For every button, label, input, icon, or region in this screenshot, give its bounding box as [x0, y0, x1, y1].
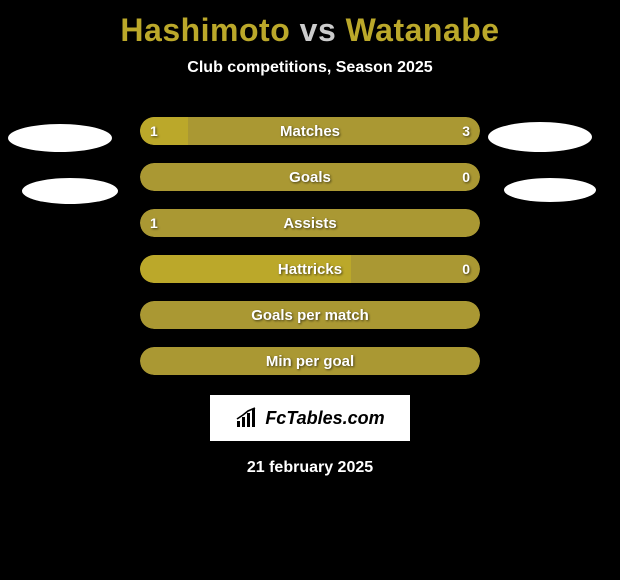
decorative-ellipse: [22, 178, 118, 204]
stat-bars: Matches13Goals0Assists1Hattricks0Goals p…: [140, 117, 480, 375]
bar-label: Assists: [140, 209, 480, 237]
bar-left-value: 1: [140, 117, 168, 145]
bar-right-value: 0: [452, 163, 480, 191]
watermark: FcTables.com: [210, 395, 410, 441]
bar-right-value: 0: [452, 255, 480, 283]
decorative-ellipse: [488, 122, 592, 152]
subtitle: Club competitions, Season 2025: [0, 59, 620, 77]
chart-icon: [235, 407, 259, 429]
stat-row: Goals per match: [140, 301, 480, 329]
bar-left-value: 1: [140, 209, 168, 237]
date: 21 february 2025: [0, 459, 620, 477]
stat-row: Hattricks0: [140, 255, 480, 283]
decorative-ellipse: [504, 178, 596, 202]
bar-label: Hattricks: [140, 255, 480, 283]
stat-row: Assists1: [140, 209, 480, 237]
stat-row: Matches1 3: [140, 117, 480, 145]
player2-name: Watanabe: [346, 12, 500, 48]
bar-label: Goals: [140, 163, 480, 191]
player1-name: Hashimoto: [120, 12, 290, 48]
page-title: Hashimoto vs Watanabe: [0, 0, 620, 49]
bar-label: Goals per match: [140, 301, 480, 329]
bar-label: Matches: [140, 117, 480, 145]
vs-separator: vs: [300, 12, 337, 48]
stat-row: Goals0: [140, 163, 480, 191]
bar-label: Min per goal: [140, 347, 480, 375]
stat-row: Min per goal: [140, 347, 480, 375]
decorative-ellipse: [8, 124, 112, 152]
watermark-text: FcTables.com: [265, 408, 384, 429]
bar-right-value: 3: [452, 117, 480, 145]
